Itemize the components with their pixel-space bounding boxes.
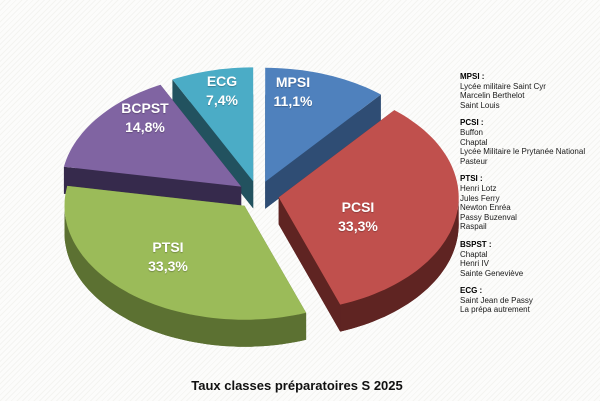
legend-header: PCSI : (460, 118, 484, 128)
pie-slice-wall-mpsi (265, 94, 381, 209)
pie-slice-wall-ecg (172, 79, 254, 209)
legend-item: Jules Ferry (460, 193, 500, 203)
legend-group: PCSI : Buffon Chaptal Lycée Militaire le Pr… (460, 118, 595, 166)
pie-slice-mpsi (265, 67, 381, 182)
legend-item: Saint Louis (460, 100, 500, 110)
pie-slice-rim-ptsi (64, 205, 307, 347)
legend-group: BSPST : Chaptal Henri IV Sainte Geneviève (460, 240, 595, 278)
legend-item: Buffon (460, 127, 483, 137)
pie-slice-rim-pcsi (340, 197, 459, 332)
legend-item: Saint Jean de Passy (460, 295, 533, 305)
legend-item: Passy Buzenval (460, 212, 517, 222)
legend-group: ECG : Saint Jean de Passy La prépa autreme… (460, 286, 595, 315)
chart-title: Taux classes préparatoires S 2025 (191, 378, 403, 393)
legend-header: BSPST : (460, 239, 492, 249)
legend-item: Lycée Militaire le Prytanée National (460, 147, 586, 157)
pie-slice-bcpst (63, 84, 242, 187)
legend-header: ECG : (460, 286, 483, 296)
pie-slice-pcsi (278, 110, 459, 305)
legend-header: PTSI : (460, 174, 483, 184)
legend-item: Sainte Geneviève (460, 268, 524, 278)
pie-slice-ptsi (64, 185, 307, 320)
legend-item: Henri IV (460, 259, 489, 269)
legend-item: Chaptal (460, 249, 488, 259)
legend-group: PTSI : Henri Lotz Jules Ferry Newton Enréa P… (460, 174, 595, 232)
pie-slice-wall-pcsi (278, 197, 341, 332)
legend-item: Henri Lotz (460, 183, 497, 193)
legend-item: Raspail (460, 222, 487, 232)
legend-header: MPSI : (460, 72, 485, 81)
legend-item: Marcelin Berthelot (460, 91, 525, 101)
legend-item: La prépa autrement (460, 305, 530, 315)
legend-item: Chaptal (460, 137, 488, 147)
legend-item: Pasteur (460, 156, 488, 166)
pie-slice-ecg (172, 67, 254, 182)
legend: MPSI : Lycée militaire Saint Cyr Marcelin … (460, 72, 595, 323)
legend-group: MPSI : Lycée militaire Saint Cyr Marcelin … (460, 72, 595, 110)
legend-item: Lycée militaire Saint Cyr (460, 81, 546, 91)
legend-item: Newton Enréa (460, 203, 511, 213)
